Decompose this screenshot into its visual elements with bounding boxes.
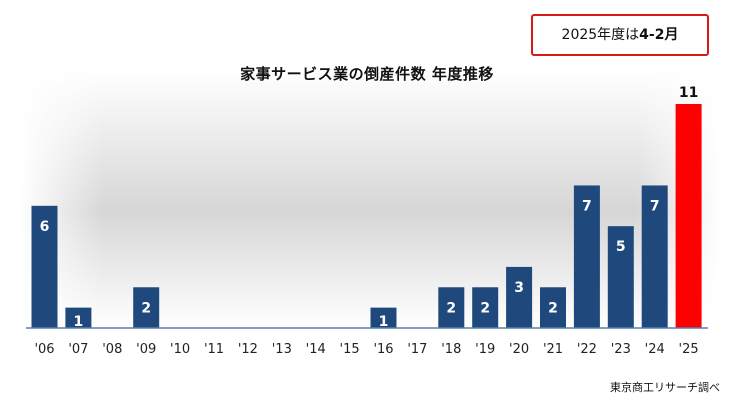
tick-label-07: '07	[68, 342, 88, 357]
bar-21	[540, 287, 566, 328]
tick-label-19: '19	[475, 342, 495, 357]
data-label-20: 3	[514, 280, 524, 296]
bars-group: 6 1 2 1 2 2 3 2 7 5 7 11	[31, 85, 702, 330]
tick-label-10: '10	[170, 342, 190, 357]
data-label-16: 1	[379, 314, 389, 330]
data-label-22: 7	[582, 198, 592, 214]
chart-title: 家事サービス業の倒産件数 年度推移	[240, 65, 494, 83]
bar-23	[607, 226, 634, 328]
tick-labels-group: '06 '07 '08 '09 '10 '11 '12 '13 '14 '15 '16 '17 '18 '…	[34, 342, 698, 357]
bar-09	[133, 287, 160, 328]
tick-label-15: '15	[340, 342, 360, 357]
tick-label-25: '25	[679, 342, 699, 357]
tick-label-18: '18	[441, 342, 461, 357]
tick-label-24: '24	[645, 342, 665, 357]
data-label-19: 2	[480, 300, 490, 316]
data-label-06: 6	[40, 219, 50, 235]
period-note-prefix: 2025年度は	[561, 27, 640, 43]
data-label-21: 2	[548, 300, 558, 316]
data-label-25: 11	[679, 85, 698, 101]
tick-label-14: '14	[306, 342, 326, 357]
plot-background-fade	[20, 70, 720, 328]
period-note-box: 2025年度は4-2月	[531, 14, 709, 56]
tick-label-09: '09	[136, 342, 156, 357]
data-label-18: 2	[446, 300, 456, 316]
data-label-24: 7	[650, 198, 660, 214]
tick-label-06: '06	[34, 342, 54, 357]
bar-07	[65, 307, 92, 328]
period-note-emphasis: 4-2月	[639, 27, 679, 43]
bar-20	[506, 266, 533, 328]
bar-22	[573, 185, 600, 328]
data-label-23: 5	[616, 239, 626, 255]
tick-label-11: '11	[204, 342, 224, 357]
tick-label-13: '13	[272, 342, 292, 357]
tick-label-22: '22	[577, 342, 597, 357]
bar-24	[641, 185, 668, 328]
bar-06	[31, 205, 58, 328]
tick-label-08: '08	[102, 342, 122, 357]
tick-label-17: '17	[407, 342, 427, 357]
tick-label-16: '16	[373, 342, 393, 357]
tick-label-23: '23	[611, 342, 631, 357]
tick-label-12: '12	[238, 342, 258, 357]
bar-16	[370, 307, 397, 328]
source-note: 東京商工リサーチ調べ	[610, 381, 720, 394]
bar-18	[438, 287, 465, 328]
data-label-09: 2	[141, 300, 151, 316]
bar-25	[675, 104, 702, 328]
tick-label-20: '20	[509, 342, 529, 357]
data-label-07: 1	[74, 314, 84, 330]
tick-label-21: '21	[543, 342, 563, 357]
bar-19	[472, 287, 499, 328]
